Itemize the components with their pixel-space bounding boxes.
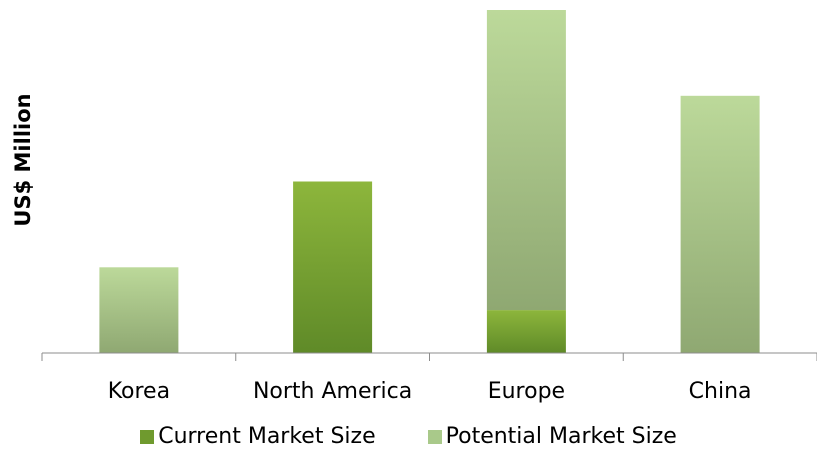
bar-china-potential bbox=[680, 95, 760, 354]
x-tick-labels: Korea North America Europe China bbox=[108, 379, 752, 404]
bar-europe-current bbox=[486, 310, 566, 353]
bar-north-america-current bbox=[293, 181, 373, 353]
bars-group bbox=[99, 10, 760, 354]
bar-europe-potential bbox=[486, 10, 566, 311]
x-tick-label: China bbox=[689, 379, 752, 404]
x-axis bbox=[41, 352, 817, 361]
legend: Current Market Size Potential Market Siz… bbox=[0, 424, 817, 449]
legend-label-potential: Potential Market Size bbox=[445, 424, 677, 449]
y-axis-title: US$ Million bbox=[11, 93, 35, 226]
x-tick-label: Korea bbox=[108, 379, 170, 404]
legend-item-potential: Potential Market Size bbox=[427, 424, 677, 449]
bar-korea-potential bbox=[99, 267, 179, 354]
legend-swatch-current bbox=[140, 429, 155, 444]
x-tick-label: Europe bbox=[488, 379, 565, 404]
x-tick-label: North America bbox=[253, 379, 412, 404]
legend-label-current: Current Market Size bbox=[158, 424, 376, 449]
bar-chart: US$ Million Korea North America Europe Chin… bbox=[11, 10, 817, 404]
legend-swatch-potential bbox=[427, 429, 442, 444]
legend-item-current: Current Market Size bbox=[140, 424, 376, 449]
